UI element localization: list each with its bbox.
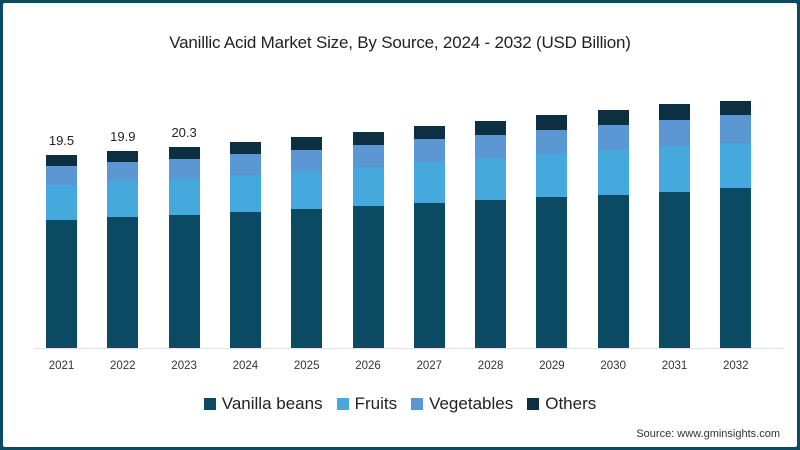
bar-segment-fruits [229, 174, 261, 213]
bar-segment-vegetables [475, 135, 507, 158]
bar-segment-fruits [291, 170, 323, 210]
bar-segment-others [413, 126, 445, 140]
bar-segment-vanilla-beans [229, 212, 261, 348]
bar-segment-fruits [597, 149, 629, 195]
bar-2025 [291, 137, 323, 348]
bar-value-label: 19.9 [110, 128, 136, 144]
bar-segment-vegetables [291, 149, 323, 171]
legend-label: Others [545, 394, 597, 413]
legend-label: Fruits [354, 394, 398, 413]
bar-segment-others [536, 115, 568, 131]
bar-segment-others [229, 142, 261, 154]
bar-segment-others [352, 132, 384, 146]
bar-2022 [107, 150, 139, 348]
bar-segment-vanilla-beans [291, 209, 323, 348]
bar-segment-vanilla-beans [659, 191, 690, 348]
x-tick-label: 2029 [539, 360, 565, 372]
legend-label: Vanilla beans [221, 394, 323, 413]
bar-2032 [720, 100, 752, 349]
legend-swatch-icon [527, 398, 540, 410]
bar-segment-vanilla-beans [352, 206, 384, 348]
bar-value-label: 20.3 [171, 125, 197, 141]
bar-segment-fruits [413, 161, 445, 204]
bar-segment-fruits [536, 153, 568, 198]
bar-segment-vegetables [659, 120, 690, 147]
bar-2027 [413, 126, 445, 348]
bar-segment-others [659, 104, 690, 121]
bar-segment-fruits [168, 178, 200, 216]
bar-segment-fruits [659, 146, 690, 192]
bar-segment-fruits [46, 184, 77, 221]
bar-2029 [536, 115, 568, 348]
chart-title: Vanillic Acid Market Size, By Source, 20… [169, 33, 631, 52]
bar-2028 [475, 121, 507, 348]
bar-segment-others [597, 110, 629, 126]
bar-segment-others [107, 150, 139, 162]
bar-segment-vanilla-beans [536, 197, 568, 348]
bar-2024 [229, 142, 261, 348]
bar-segment-fruits [475, 157, 507, 201]
bar-2021 [46, 154, 77, 348]
x-tick-label: 2032 [723, 360, 749, 372]
legend-item-vegetables: Vegetables [411, 394, 513, 414]
x-tick-label: 2026 [355, 360, 381, 372]
bar-segment-vegetables [229, 153, 261, 175]
bar-segment-vanilla-beans [46, 220, 77, 348]
legend-label: Vegetables [429, 394, 514, 413]
legend-swatch-icon [203, 398, 216, 410]
legend: Vanilla beans Fruits Vegetables Others [0, 394, 800, 414]
bar-segment-vegetables [413, 139, 445, 162]
x-tick-label: 2022 [110, 360, 136, 372]
bar-segment-vegetables [107, 161, 139, 181]
bar-segment-vanilla-beans [107, 217, 139, 348]
bar-segment-vanilla-beans [475, 200, 507, 348]
x-tick-label: 2028 [477, 360, 504, 372]
bar-segment-vegetables [46, 165, 77, 185]
bar-segment-others [168, 147, 200, 159]
bar-2031 [659, 104, 690, 348]
legend-swatch-icon [411, 398, 424, 410]
bar-value-label: 19.5 [48, 132, 75, 148]
bar-segment-others [475, 121, 507, 136]
bar-segment-vanilla-beans [168, 215, 200, 348]
bar-segment-vegetables [720, 115, 752, 144]
bar-segment-fruits [352, 166, 384, 207]
bar-2030 [597, 110, 629, 348]
bar-2026 [352, 132, 384, 348]
legend-swatch-icon [336, 398, 349, 410]
x-tick-label: 2027 [416, 360, 443, 372]
x-tick-label: 2023 [171, 360, 197, 372]
x-tick-label: 2021 [48, 360, 75, 372]
bar-segment-vegetables [352, 145, 384, 167]
x-tick-label: 2031 [661, 360, 688, 372]
bar-segment-vegetables [597, 125, 629, 150]
legend-item-others: Others [527, 394, 596, 414]
x-axis-line [34, 348, 784, 349]
bar-segment-vanilla-beans [720, 187, 752, 348]
bar-segment-others [291, 137, 323, 150]
bar-segment-fruits [720, 143, 752, 188]
bar-segment-others [46, 154, 77, 166]
bar-segment-vegetables [168, 158, 200, 179]
source-note: Source: www.gminsights.com [636, 428, 780, 440]
bar-segment-vegetables [536, 130, 568, 154]
x-tick-label: 2025 [293, 360, 320, 372]
bar-segment-others [720, 100, 752, 116]
bar-segment-vanilla-beans [413, 203, 445, 348]
bar-segment-fruits [107, 180, 139, 218]
bar-2023 [168, 147, 200, 348]
legend-item-vanilla-beans: Vanilla beans [203, 394, 323, 414]
x-tick-label: 2030 [600, 360, 626, 372]
legend-item-fruits: Fruits [336, 394, 398, 414]
bar-segment-vanilla-beans [597, 194, 629, 348]
x-tick-label: 2024 [232, 360, 259, 372]
